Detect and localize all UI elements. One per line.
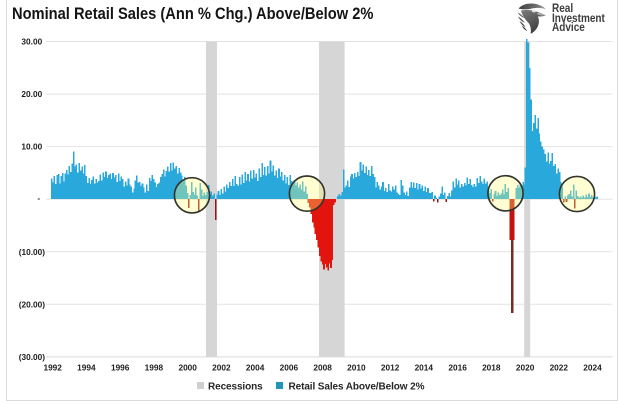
svg-text:(10.00): (10.00) xyxy=(19,247,46,257)
svg-text:2016: 2016 xyxy=(448,362,467,372)
svg-text:2006: 2006 xyxy=(280,362,299,372)
svg-text:2022: 2022 xyxy=(550,362,569,372)
svg-text:1998: 1998 xyxy=(145,362,164,372)
svg-text:2018: 2018 xyxy=(482,362,501,372)
svg-text:1994: 1994 xyxy=(77,362,96,372)
svg-text:2002: 2002 xyxy=(212,362,231,372)
svg-text:1996: 1996 xyxy=(111,362,130,372)
svg-text:Recessions: Recessions xyxy=(208,381,263,392)
svg-text:2024: 2024 xyxy=(583,362,602,372)
svg-text:30.00: 30.00 xyxy=(21,37,42,47)
svg-text:20.00: 20.00 xyxy=(21,89,42,99)
svg-text:(20.00): (20.00) xyxy=(19,299,46,309)
svg-text:-: - xyxy=(37,193,40,203)
svg-text:2008: 2008 xyxy=(313,362,332,372)
svg-text:2012: 2012 xyxy=(381,362,400,372)
svg-text:(30.00): (30.00) xyxy=(19,352,46,362)
svg-text:Retail Sales Above/Below 2%: Retail Sales Above/Below 2% xyxy=(289,381,425,392)
svg-text:2000: 2000 xyxy=(178,362,197,372)
svg-text:2004: 2004 xyxy=(246,362,265,372)
svg-text:2014: 2014 xyxy=(415,362,434,372)
svg-text:10.00: 10.00 xyxy=(21,142,42,152)
svg-text:2020: 2020 xyxy=(516,362,535,372)
svg-text:1992: 1992 xyxy=(43,362,62,372)
svg-text:2010: 2010 xyxy=(347,362,366,372)
